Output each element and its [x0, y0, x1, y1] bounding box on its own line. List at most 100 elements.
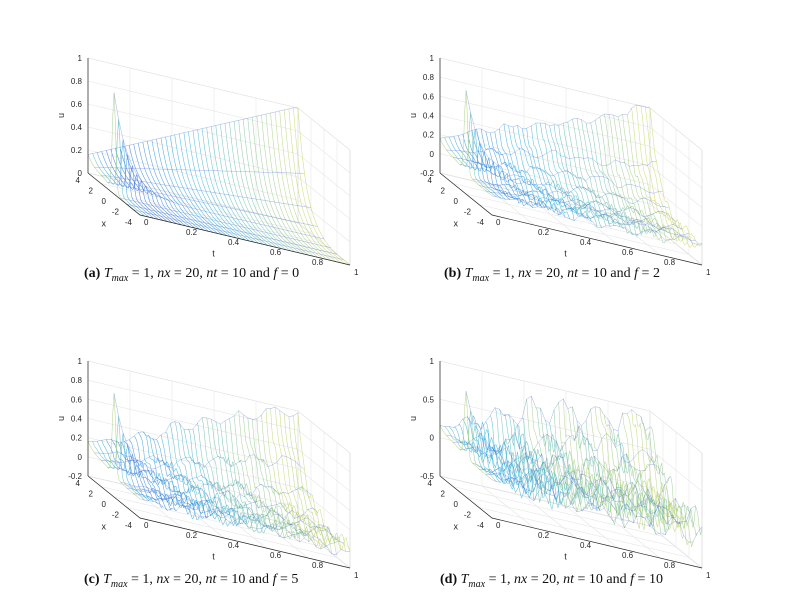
- z-tick-label: -0.2: [68, 472, 82, 481]
- surface-cross-trace: [446, 425, 657, 470]
- x-tick-label: 2: [89, 490, 94, 499]
- surface-cross-trace: [120, 197, 331, 248]
- t-tick-label: 0: [144, 218, 149, 227]
- x-grid-line: [100, 118, 312, 234]
- x-axis-label: x: [454, 521, 459, 531]
- x-tick-label: 4: [428, 176, 433, 185]
- surface: [439, 391, 703, 548]
- surface-trace: [535, 407, 589, 512]
- t-tick-label: 0.6: [270, 248, 282, 257]
- z-tick-label: 0.2: [71, 146, 83, 155]
- x-tick-label: 4: [428, 479, 433, 488]
- surface-cross-trace: [107, 467, 318, 519]
- t-tick-label: 0.4: [580, 541, 592, 550]
- t-tick-label: 0.2: [538, 228, 550, 237]
- surface-cross-trace: [126, 487, 338, 541]
- surface-cross-trace: [120, 481, 331, 535]
- surface-cross-trace: [133, 493, 344, 550]
- t-tick-label: 0.8: [312, 258, 324, 267]
- x-grid-line: [465, 432, 677, 548]
- surface-cross-trace: [94, 451, 305, 470]
- t-tick-label: 0.6: [622, 551, 634, 560]
- z-tick-label: 0.2: [71, 434, 83, 443]
- surface-cross-trace: [485, 190, 696, 241]
- z-axis-label: u: [408, 113, 418, 118]
- surface-trace: [558, 125, 611, 227]
- z-tick-label: 1: [78, 54, 83, 63]
- x-tick-label: 4: [76, 479, 81, 488]
- surface-cross-trace: [139, 498, 351, 555]
- surface-trace: [220, 424, 273, 532]
- z-tick-label: 0.4: [71, 123, 83, 132]
- panel-a: 0 0.2 0.4 0.6 0.8 1 4 2 0 -2 -4 0 0.2 0.4 0.6 0.8 1 u x t: [40, 20, 400, 277]
- surface-trace: [238, 120, 291, 252]
- surface-trace: [471, 130, 525, 204]
- x-tick-label: 2: [441, 490, 446, 499]
- floor-front-edges: [439, 475, 703, 569]
- x-grid-line: [87, 411, 299, 527]
- t-axis-label: t: [564, 552, 567, 562]
- x-tick-label: -4: [477, 521, 485, 530]
- surface-cross-trace: [87, 107, 299, 155]
- z-tick-label: 0.6: [423, 92, 435, 101]
- panel-c: -0.2 0 0.2 0.4 0.6 0.8 1 4 2 0 -2 -4 0 0.2 0.4 0.6 0.8 1 u…: [40, 323, 400, 580]
- z-tick-label: 0.5: [423, 395, 435, 404]
- t-tick-label: 0.2: [538, 531, 550, 540]
- surface-cross-trace: [452, 441, 664, 481]
- caption-label: (c): [84, 572, 100, 587]
- surface: [87, 393, 351, 555]
- surface-cross-trace: [478, 184, 690, 236]
- surface-cross-trace: [485, 469, 696, 528]
- floor-front-edges: [87, 475, 351, 569]
- surface-trace: [206, 127, 259, 244]
- t-tick-label: 1: [354, 268, 359, 277]
- surface-cross-trace: [452, 157, 664, 194]
- surface-cross-trace: [472, 462, 683, 524]
- surface: [87, 92, 351, 266]
- surface-cross-trace: [113, 393, 325, 528]
- z-tick-label: 0.8: [71, 376, 83, 385]
- x-tick-label: -2: [464, 511, 472, 520]
- t-tick-label: 1: [706, 571, 711, 580]
- surface-cross-trace: [459, 443, 670, 505]
- floor-front-edges: [87, 172, 351, 266]
- surface-cross-trace: [133, 209, 344, 260]
- z-tick-label: 0: [78, 453, 83, 462]
- z-tick-label: 0.4: [423, 112, 435, 121]
- t-tick-label: 0.8: [664, 561, 676, 570]
- x-axis-label: x: [102, 521, 107, 531]
- t-tick-label: 0.6: [270, 551, 282, 560]
- surface-cross-trace: [100, 174, 312, 208]
- surface-trace: [480, 128, 534, 209]
- z-tick-label: 0: [430, 150, 435, 159]
- surface-trace: [206, 417, 259, 532]
- z-tick-label: 0.6: [71, 100, 83, 109]
- x-tick-label: 0: [102, 500, 107, 509]
- x-tick-label: -4: [477, 218, 485, 227]
- z-tick-label: -0.5: [420, 472, 434, 481]
- x-tick-label: 2: [89, 187, 94, 196]
- x-tick-label: -2: [464, 208, 472, 217]
- t-tick-label: 0: [496, 218, 501, 227]
- x-tick-label: -4: [125, 521, 133, 530]
- t-axis-label: t: [212, 552, 215, 562]
- z-axis-label: u: [56, 416, 66, 421]
- surface-trace: [526, 399, 579, 509]
- t-grid-line: [87, 58, 141, 216]
- x-grid-line: [100, 421, 312, 537]
- grid: [87, 360, 351, 569]
- surface-cross-trace: [94, 167, 305, 174]
- t-axis-label: t: [212, 249, 215, 259]
- surface-cross-trace: [107, 182, 318, 227]
- t-tick-label: 1: [706, 268, 711, 277]
- x-grid-line: [87, 108, 299, 224]
- surface-cross-trace: [446, 147, 657, 167]
- t-tick-label: 0.6: [622, 248, 634, 257]
- surface-cross-trace: [100, 459, 312, 496]
- z-tick-label: -0.2: [420, 169, 434, 178]
- t-tick-label: 0.8: [664, 258, 676, 267]
